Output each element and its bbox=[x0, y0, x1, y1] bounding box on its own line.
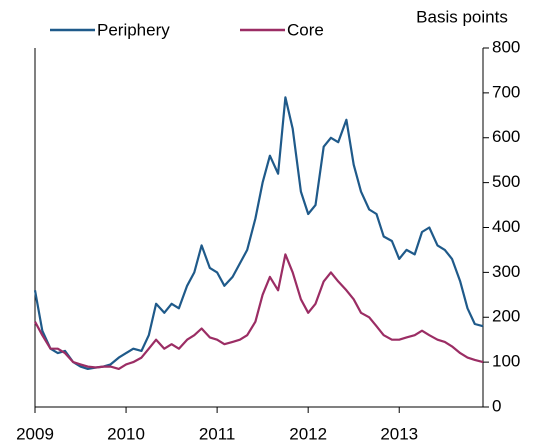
x-tick-label: 2009 bbox=[16, 424, 54, 443]
x-tick-label: 2013 bbox=[380, 424, 418, 443]
series-line bbox=[34, 253, 484, 370]
y-tick-label: 100 bbox=[492, 352, 520, 371]
y-tick-label: 300 bbox=[492, 262, 520, 281]
y-axis-label: Basis points bbox=[416, 7, 508, 26]
y-tick-label: 500 bbox=[492, 172, 520, 191]
y-tick-label: 600 bbox=[492, 127, 520, 146]
x-tick-label: 2012 bbox=[289, 424, 327, 443]
x-tick-label: 2010 bbox=[107, 424, 145, 443]
y-tick-label: 0 bbox=[492, 396, 501, 415]
y-tick-label: 200 bbox=[492, 307, 520, 326]
x-tick-label: 2011 bbox=[199, 424, 236, 443]
y-tick-label: 700 bbox=[492, 82, 520, 101]
y-tick-label: 400 bbox=[492, 217, 520, 236]
legend-label: Core bbox=[287, 20, 324, 39]
legend-label: Periphery bbox=[97, 20, 170, 39]
series-line bbox=[33, 96, 484, 370]
y-tick-label: 800 bbox=[492, 37, 520, 56]
